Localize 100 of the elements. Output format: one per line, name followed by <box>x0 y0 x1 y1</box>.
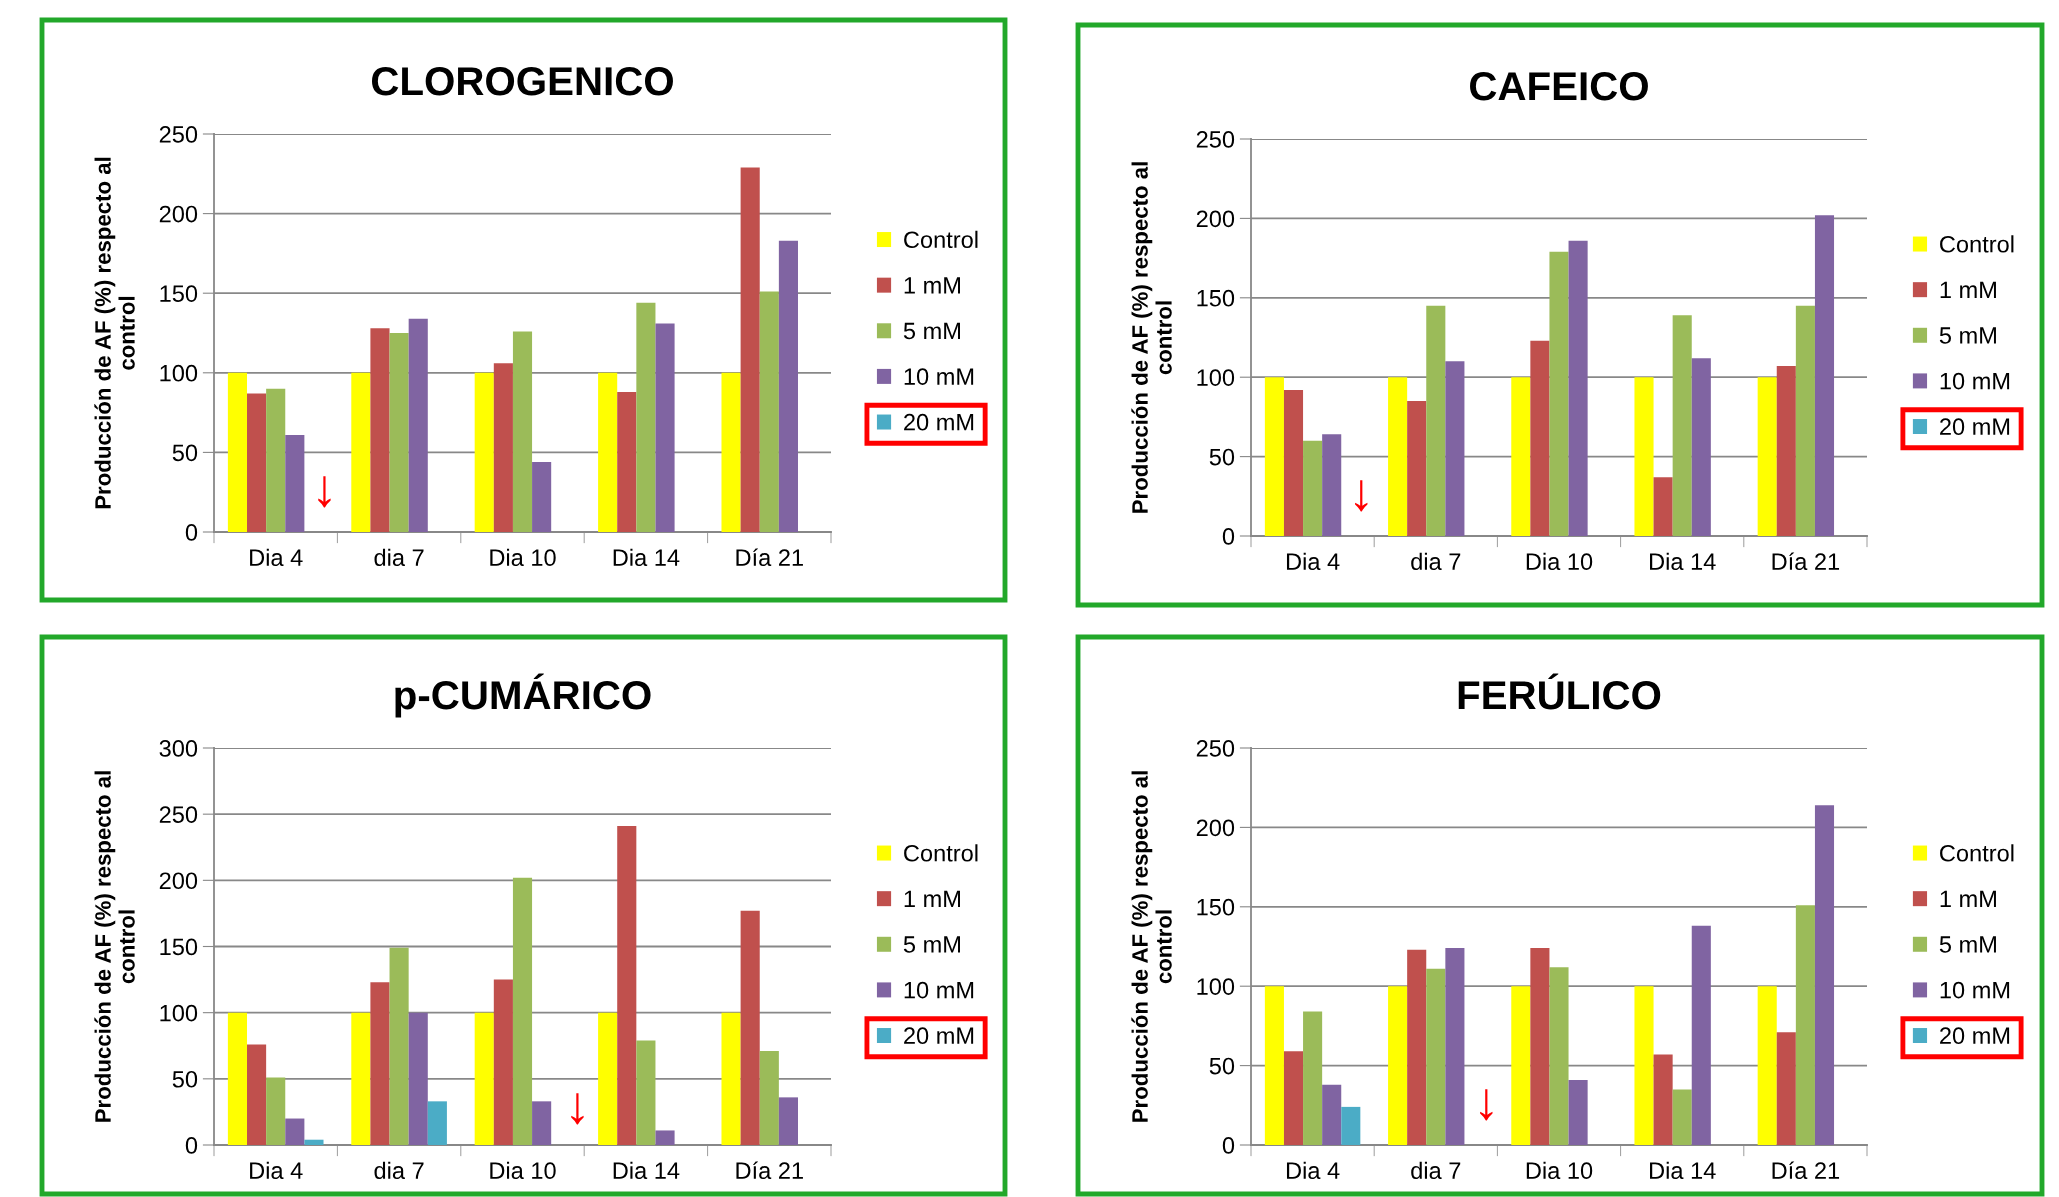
bar <box>370 982 390 1145</box>
legend-label: 5 mM <box>903 936 960 953</box>
bar <box>227 1012 248 1145</box>
bar <box>1672 315 1692 536</box>
chart-title: CLOROGENICO <box>371 66 673 96</box>
bar <box>408 318 428 532</box>
bar <box>266 1077 286 1145</box>
bar <box>1653 1054 1673 1145</box>
y-tick-label: 200 <box>1196 819 1235 837</box>
legend-label: Control <box>1940 844 2014 862</box>
bar <box>512 331 533 532</box>
bar <box>1776 1032 1796 1145</box>
x-tick-label: Día 21 <box>736 1161 803 1180</box>
y-tick-label: 250 <box>159 806 198 823</box>
bar <box>1407 401 1427 536</box>
x-tick-label: Dia 14 <box>613 1161 680 1180</box>
x-tick-label: dia 7 <box>1411 552 1461 571</box>
x-tick-label: Dia 14 <box>1650 552 1716 571</box>
bar <box>1530 948 1550 1145</box>
bar <box>1795 305 1815 536</box>
y-tick-label: 50 <box>172 1070 198 1088</box>
legend-label: 1 mM <box>904 890 960 907</box>
bar <box>1568 240 1588 536</box>
bar <box>1691 358 1711 536</box>
y-tick-label: 100 <box>160 1004 198 1022</box>
bar <box>1634 377 1654 536</box>
legend-label: 10 mM <box>1940 372 2010 390</box>
y-tick-label: 0 <box>1222 528 1235 545</box>
bar <box>1530 340 1550 536</box>
legend-label: 20 mM <box>904 413 974 431</box>
y-tick-label: 300 <box>159 740 198 757</box>
bar <box>740 910 760 1145</box>
bar <box>1814 805 1835 1145</box>
legend-label: Control <box>904 844 978 862</box>
y-tick-label: 250 <box>1196 131 1235 148</box>
bar <box>1283 1051 1304 1145</box>
y-tick-label: 150 <box>160 938 198 956</box>
bar <box>759 291 779 532</box>
legend-label: 5 mM <box>903 322 960 340</box>
legend-label: 1 mM <box>1940 281 1996 298</box>
y-tick-label: 0 <box>185 524 198 541</box>
legend-label: 20 mM <box>1940 1027 2010 1045</box>
bar <box>721 1012 741 1145</box>
bar <box>1776 366 1796 536</box>
bar <box>532 1101 552 1145</box>
y-axis-title: Producción de AF (%) respecto al control <box>94 157 135 509</box>
y-tick-label: 0 <box>185 1137 198 1154</box>
legend-label: 5 mM <box>1939 936 1996 953</box>
y-tick-label: 200 <box>1196 210 1235 228</box>
y-tick-label: 250 <box>159 126 198 143</box>
bar <box>1568 1079 1588 1145</box>
x-tick-label: Dia 4 <box>1286 552 1340 571</box>
y-tick-label: 100 <box>1197 369 1235 386</box>
y-tick-label: 0 <box>1222 1137 1235 1154</box>
y-tick-label: 50 <box>1209 1057 1235 1075</box>
bar <box>285 434 305 532</box>
legend-label: 10 mM <box>904 981 974 999</box>
bar <box>427 1101 447 1145</box>
bar <box>1303 1011 1323 1145</box>
bar <box>285 1118 305 1145</box>
bar <box>389 947 409 1145</box>
legend-label: 1 mM <box>1940 890 1996 907</box>
x-tick-label: Dia 4 <box>250 548 303 567</box>
x-tick-label: Dia 4 <box>1286 1161 1340 1180</box>
legend-label: 20 mM <box>904 1027 974 1045</box>
bar <box>1549 251 1569 536</box>
annotation: ↓ <box>1480 1089 1493 1121</box>
chart-title: CAFEICO <box>1470 71 1648 101</box>
bar <box>759 1051 779 1145</box>
x-tick-label: Día 21 <box>736 548 803 567</box>
bar <box>1388 986 1408 1145</box>
legend-label: 10 mM <box>904 368 974 385</box>
bar <box>1757 377 1777 536</box>
bar <box>1264 377 1284 536</box>
x-tick-label: Dia 10 <box>490 548 556 567</box>
bar <box>351 1012 371 1145</box>
y-axis-title: Producción de AF (%) respecto al control <box>1131 771 1172 1122</box>
y-axis-title: Producción de AF (%) respecto al control <box>94 771 135 1122</box>
annotation: ↓ <box>1355 480 1368 512</box>
bar <box>408 1012 428 1145</box>
x-tick-label: Dia 10 <box>490 1161 556 1180</box>
y-tick-label: 200 <box>159 205 198 223</box>
y-tick-label: 100 <box>1197 978 1235 995</box>
bar <box>351 372 371 532</box>
bar <box>474 1012 494 1145</box>
legend-label: 1 mM <box>904 277 960 294</box>
x-tick-label: Dia 10 <box>1526 1161 1593 1180</box>
bar <box>1445 948 1465 1145</box>
bar <box>655 323 675 532</box>
bar <box>266 388 286 532</box>
bar <box>1426 968 1446 1145</box>
bar <box>1322 434 1342 536</box>
bar <box>721 372 741 532</box>
bar <box>636 1040 656 1145</box>
y-tick-label: 150 <box>1197 289 1235 307</box>
bar <box>512 877 533 1145</box>
bar <box>1283 389 1304 536</box>
legend-label: Control <box>904 230 978 249</box>
y-tick-label: 200 <box>159 872 198 890</box>
bar <box>1303 440 1323 536</box>
